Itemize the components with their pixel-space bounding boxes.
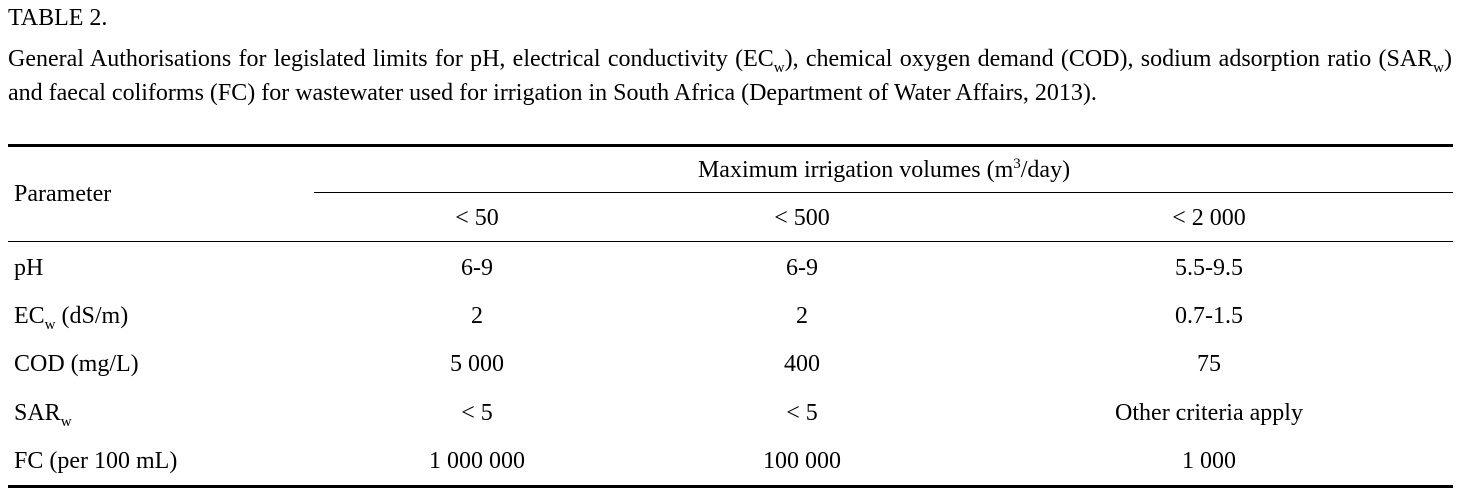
row-label-text: pH	[14, 255, 44, 281]
row-label-subscript: w	[60, 414, 72, 430]
table-cell: 2	[471, 303, 483, 329]
table-cell: 5.5-9.5	[1175, 255, 1243, 281]
table-caption: General Authorisations for legislated li…	[8, 42, 1452, 110]
table-row-label: COD (mg/L)	[14, 349, 139, 379]
caption-text-1: General Authorisations for legislated li…	[8, 46, 774, 72]
volume-group-header-text: Maximum irrigation volumes (m	[697, 157, 1014, 183]
caption-subscript-1: w	[773, 60, 785, 76]
caption-text-2: ), chemical oxygen demand (COD), sodium …	[784, 46, 1434, 72]
table-row-label: FC (per 100 mL)	[14, 446, 177, 476]
table-cell: < 5	[786, 400, 818, 426]
group-header-rule	[314, 192, 1453, 193]
caption-subscript-2: w	[1433, 60, 1445, 76]
header-bottom-rule	[8, 241, 1453, 242]
table-cell: 400	[784, 351, 820, 377]
column-header: < 50	[455, 205, 499, 231]
volume-group-header-unit: /day)	[1020, 157, 1071, 183]
column-header: < 2 000	[1172, 205, 1246, 231]
row-label-suffix: (dS/m)	[55, 303, 129, 329]
table-cell: 6-9	[786, 255, 818, 281]
parameter-header: Parameter	[14, 181, 112, 207]
table-cell: 2	[796, 303, 808, 329]
row-label-text: EC	[14, 303, 45, 329]
table-cell: 1 000	[1182, 448, 1236, 474]
table-cell: 6-9	[461, 255, 493, 281]
table-top-rule	[8, 144, 1453, 147]
row-label-subscript: w	[44, 317, 56, 333]
table-cell: 1 000 000	[429, 448, 525, 474]
caption-text-3: ) and faecal coliforms (FC) for wastewat…	[8, 46, 1453, 106]
row-label-text: COD (mg/L)	[14, 351, 139, 377]
table-row-label: SARw	[14, 398, 72, 430]
volume-group-header-superscript: 3	[1013, 156, 1021, 172]
table-cell: 100 000	[763, 448, 841, 474]
table-cell: < 5	[461, 400, 493, 426]
column-header: < 500	[774, 205, 830, 231]
table-row-label: ECw (dS/m)	[14, 301, 129, 333]
row-label-text: SAR	[14, 400, 61, 426]
table-bottom-rule	[8, 485, 1453, 488]
row-label-text: FC (per 100 mL)	[14, 448, 178, 474]
table-cell: 75	[1197, 351, 1221, 377]
table-cell: Other criteria apply	[1115, 400, 1303, 426]
table-label: TABLE 2.	[8, 5, 108, 31]
volume-group-header: Maximum irrigation volumes (m3/day)	[698, 155, 1070, 185]
table-cell: 5 000	[450, 351, 504, 377]
table-cell: 0.7-1.5	[1175, 303, 1243, 329]
table-row-label: pH	[14, 253, 43, 283]
